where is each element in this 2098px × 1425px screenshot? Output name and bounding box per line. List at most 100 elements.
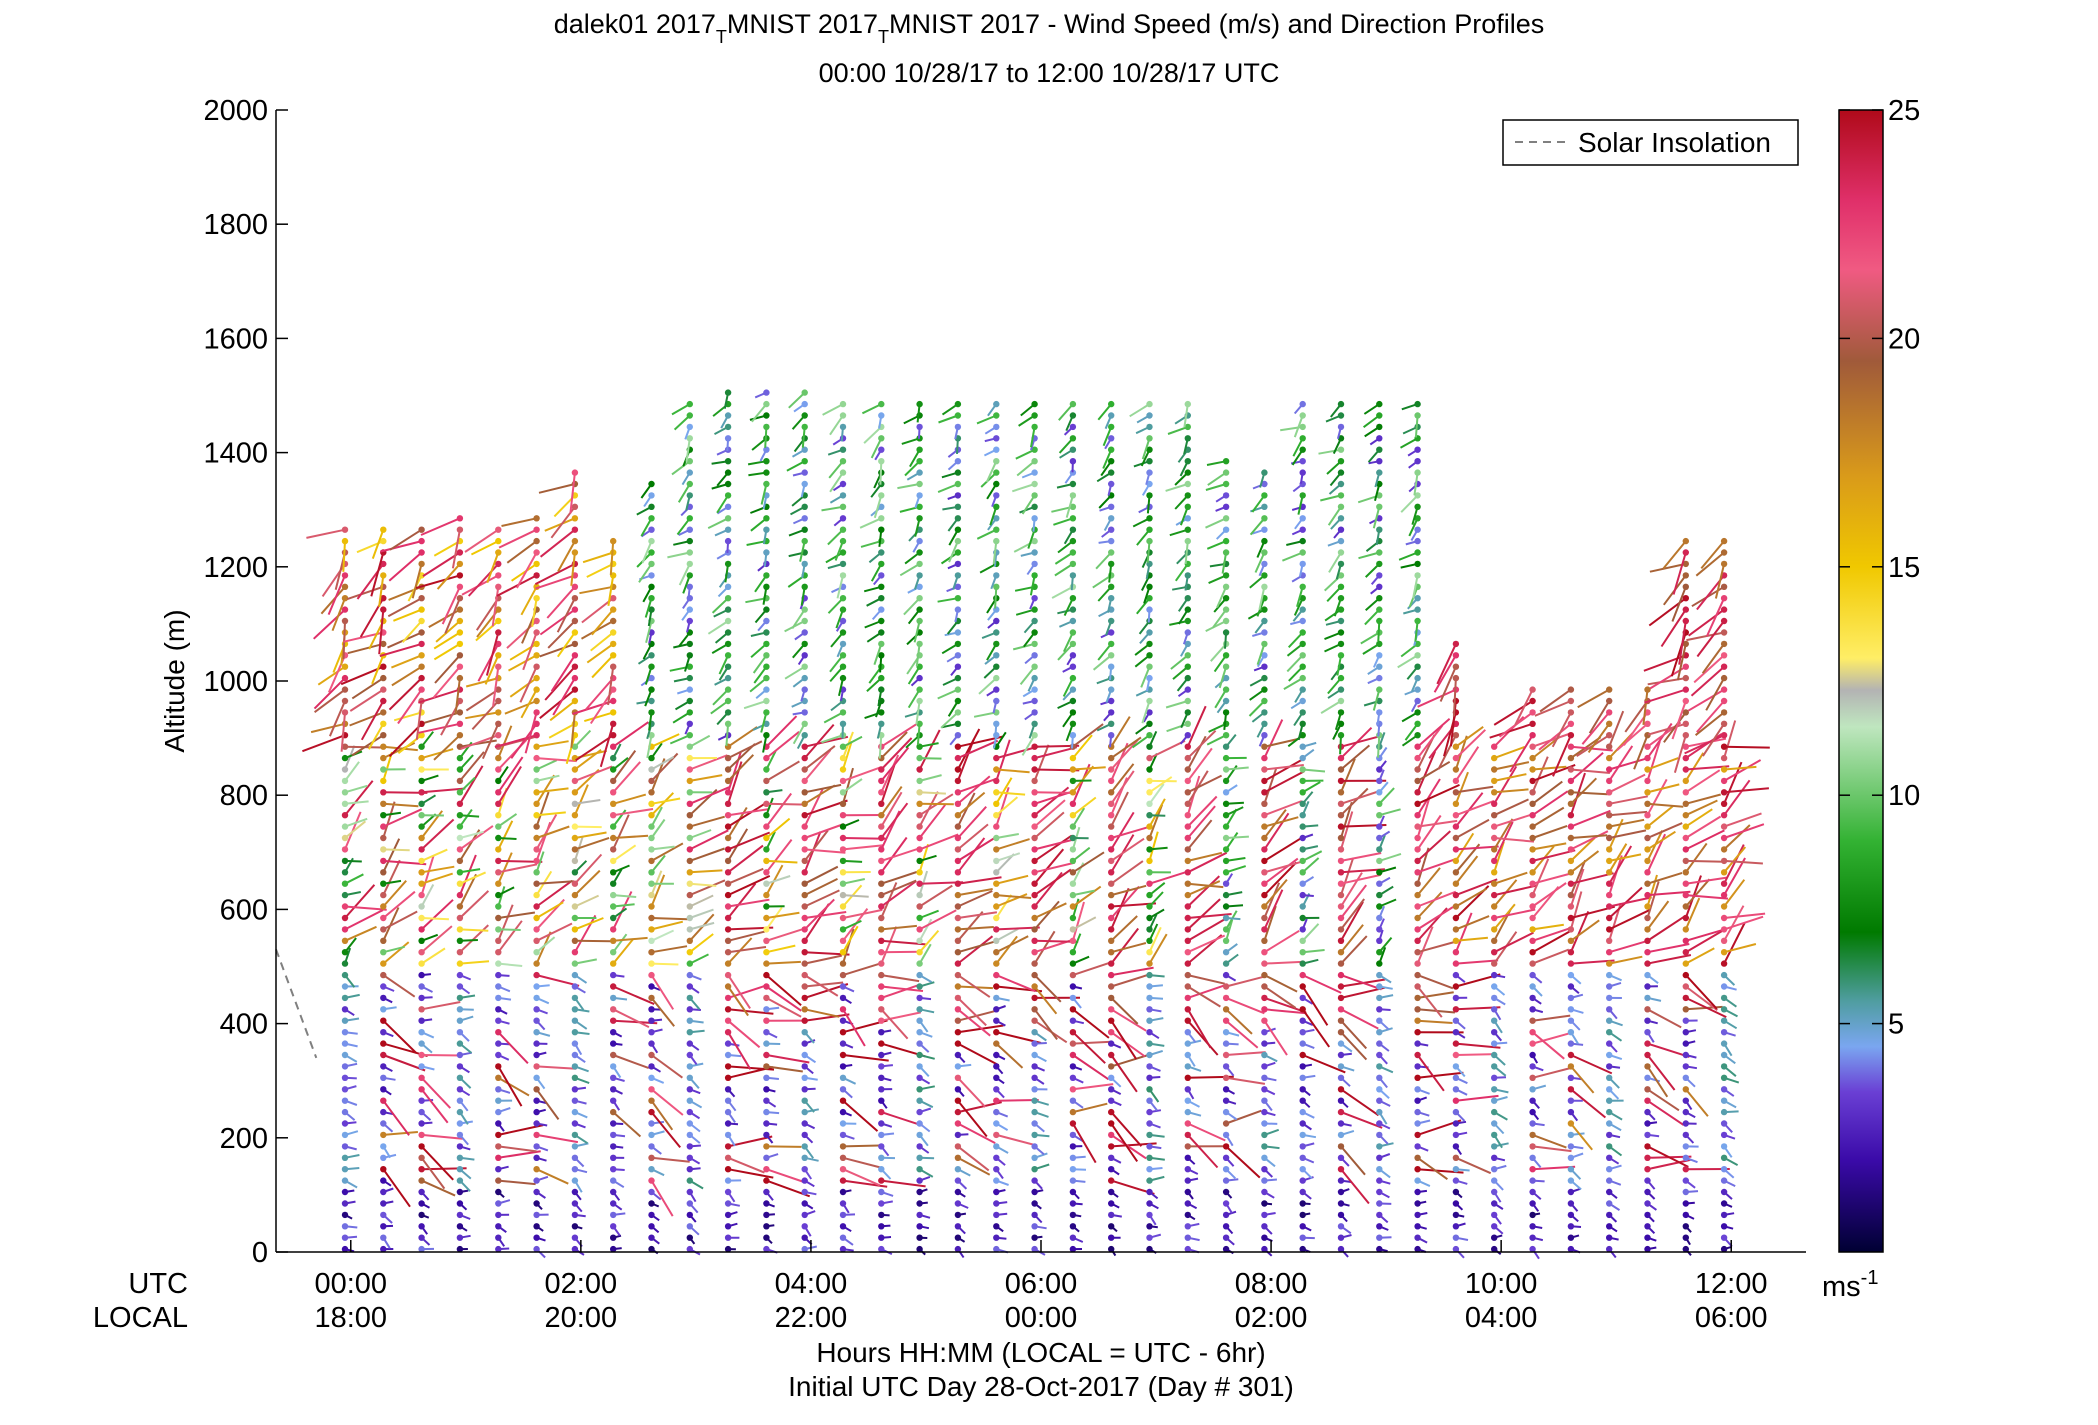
- wind-barb: [1532, 872, 1573, 885]
- wind-barb: [1072, 846, 1091, 862]
- wind-barb: [1723, 844, 1745, 885]
- wind-point: [1529, 1177, 1536, 1184]
- wind-point: [418, 1223, 425, 1230]
- wind-point: [1031, 652, 1038, 659]
- wind-barb: [909, 449, 921, 468]
- wind-point: [571, 537, 579, 545]
- wind-barb: [382, 1100, 410, 1136]
- wind-point: [1146, 674, 1153, 682]
- wind-point: [763, 891, 770, 899]
- wind-point: [571, 766, 579, 773]
- wind-barb: [650, 1088, 684, 1116]
- wind-point: [456, 834, 464, 842]
- wind-barb: [420, 1157, 446, 1190]
- wind-point: [1031, 880, 1038, 887]
- wind-point: [1108, 994, 1115, 1002]
- wind-point: [1146, 480, 1153, 488]
- wind-point: [1146, 926, 1153, 933]
- wind-barb: [957, 728, 981, 770]
- wind-point: [1414, 960, 1421, 967]
- wind-point: [686, 869, 693, 876]
- wind-point: [1299, 914, 1306, 922]
- wind-point: [1567, 1143, 1575, 1150]
- wind-barb: [1327, 677, 1342, 695]
- wind-point: [1108, 446, 1115, 453]
- wind-barb: [995, 935, 1018, 965]
- wind-point: [1261, 732, 1268, 739]
- wind-barb: [378, 575, 385, 607]
- wind-point: [418, 983, 425, 990]
- wind-point: [1146, 492, 1153, 499]
- wind-point: [916, 583, 923, 590]
- wind-point: [1069, 789, 1077, 796]
- wind-barb: [650, 1100, 674, 1131]
- wind-point: [1414, 994, 1421, 1002]
- wind-point: [1337, 1177, 1345, 1184]
- wind-barb: [459, 829, 481, 862]
- wind-point: [1337, 629, 1345, 636]
- wind-barb: [1110, 1134, 1147, 1160]
- wind-point: [1682, 880, 1690, 887]
- wind-point: [1146, 800, 1153, 807]
- wind-barb: [834, 540, 844, 561]
- wind-point: [1031, 606, 1038, 613]
- wind-point: [1606, 926, 1613, 933]
- wind-point: [724, 800, 732, 807]
- wind-point: [1146, 732, 1153, 739]
- wind-point: [993, 937, 1000, 944]
- wind-point: [954, 1234, 962, 1241]
- wind-point: [1261, 823, 1268, 830]
- wind-barb: [415, 700, 423, 740]
- wind-point: [1452, 846, 1460, 853]
- wind-point: [1682, 674, 1690, 682]
- wind-point: [1606, 709, 1613, 716]
- wind-point: [686, 469, 693, 476]
- wind-point: [495, 1234, 502, 1241]
- wind-point: [1682, 1029, 1690, 1036]
- wind-point: [1529, 1211, 1536, 1219]
- wind-point: [1184, 823, 1192, 830]
- wind-point: [993, 1245, 1000, 1253]
- wind-point: [1261, 960, 1268, 967]
- wind-point: [533, 823, 540, 830]
- wind-point: [380, 1166, 387, 1173]
- wind-point: [571, 960, 579, 967]
- wind-barb: [1400, 437, 1419, 449]
- wind-point: [1069, 663, 1077, 670]
- wind-point: [1682, 572, 1690, 579]
- wind-point: [878, 880, 885, 887]
- wind-barb: [842, 778, 863, 794]
- wind-barb: [1187, 875, 1220, 908]
- wind-point: [1261, 1177, 1268, 1184]
- wind-barb: [671, 403, 691, 416]
- wind-barb: [1723, 720, 1737, 759]
- wind-point: [1146, 983, 1153, 990]
- wind-point: [1261, 492, 1268, 499]
- wind-point: [571, 617, 579, 625]
- wind-point: [1299, 1006, 1306, 1013]
- wind-point: [610, 1017, 617, 1024]
- wind-barb: [1131, 734, 1151, 749]
- wind-point: [1644, 857, 1651, 865]
- wind-barb: [1225, 1019, 1259, 1049]
- wind-point: [341, 789, 349, 796]
- wind-point: [801, 686, 808, 693]
- wind-barb: [919, 833, 959, 851]
- wind-barb: [650, 1054, 683, 1079]
- wind-barb: [1647, 871, 1683, 885]
- wind-point: [456, 1029, 464, 1036]
- wind-point: [1567, 1006, 1575, 1013]
- wind-barb: [791, 609, 806, 630]
- wind-point: [1644, 1131, 1651, 1139]
- wind-point: [993, 1234, 1000, 1241]
- wind-barb: [937, 483, 959, 494]
- wind-point: [1414, 572, 1421, 579]
- wind-point: [954, 1143, 962, 1150]
- wind-point: [341, 971, 349, 979]
- wind-point: [916, 606, 923, 613]
- wind-barb: [536, 811, 566, 817]
- wind-point: [380, 537, 387, 545]
- wind-barb: [804, 1008, 840, 1018]
- wind-barb: [531, 598, 538, 627]
- wind-point: [954, 709, 962, 716]
